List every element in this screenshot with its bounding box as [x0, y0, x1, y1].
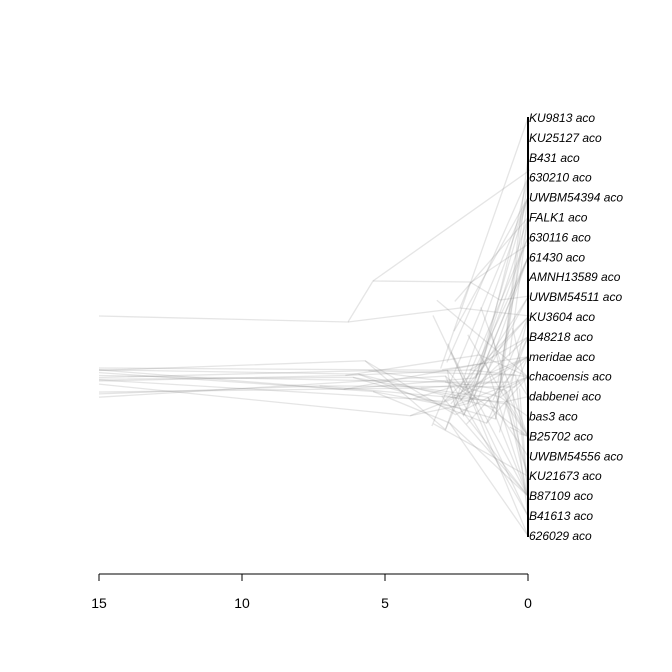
x-tick-label: 0	[524, 595, 532, 611]
tip-label: 630116 aco	[529, 230, 591, 244]
x-axis: 15 10 5 0	[91, 574, 532, 611]
tip-label: 626029 aco	[529, 529, 592, 543]
tree-line	[413, 387, 528, 516]
tip-label: FALK1 aco	[529, 211, 588, 225]
tip-label: B41613 aco	[529, 509, 593, 523]
x-tick-label: 10	[234, 595, 250, 611]
tip-labels: KU9813 aco KU25127 aco B431 aco 630210 aco U…	[528, 111, 623, 543]
tip-label: AMNH13589 aco	[528, 270, 621, 284]
x-tick-label: 5	[381, 595, 389, 611]
tip-label: UWBM54394 aco	[529, 191, 623, 205]
tip-label: 61430 aco	[529, 250, 585, 264]
tip-label: B25702 aco	[529, 429, 593, 443]
tip-label: 630210 aco	[529, 171, 592, 185]
tree-lines	[99, 118, 530, 536]
tip-label: chacoensis aco	[529, 370, 612, 384]
tip-label: KU9813 aco	[529, 111, 595, 125]
x-tick-label: 15	[91, 595, 107, 611]
tip-label: KU21673 aco	[529, 469, 602, 483]
tip-label: bas3 aco	[529, 410, 578, 424]
tip-label: B48218 aco	[529, 330, 593, 344]
tip-label: dabbenei aco	[529, 390, 601, 404]
tip-label: KU3604 aco	[529, 310, 595, 324]
tip-label: B87109 aco	[529, 489, 593, 503]
tree-line	[99, 198, 528, 390]
tip-label: meridae aco	[529, 350, 595, 364]
tip-label: KU25127 aco	[529, 131, 602, 145]
tip-label: UWBM54556 aco	[529, 449, 623, 463]
tip-label: UWBM54511 aco	[529, 290, 622, 304]
tip-label: B431 aco	[529, 151, 580, 165]
